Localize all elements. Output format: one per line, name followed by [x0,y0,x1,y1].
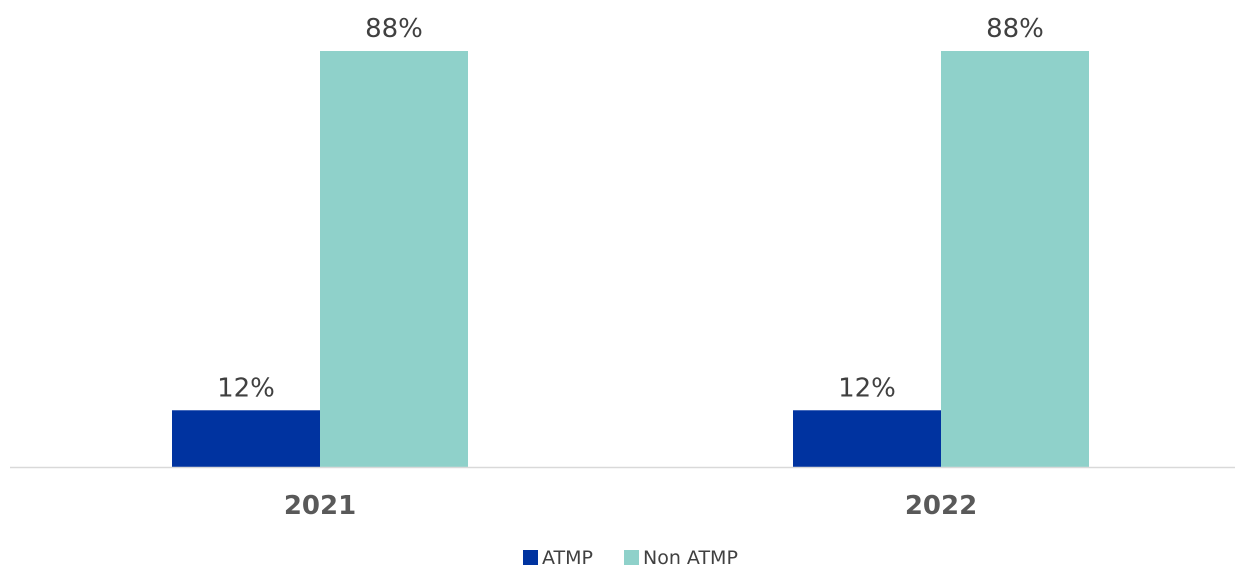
bar-2021-non-atmp [320,51,468,467]
legend-label-atmp: ATMP [542,547,593,567]
data-label-2022-atmp: 12% [838,373,896,403]
bar-2022-atmp [793,410,941,467]
x-tick-labels-layer: 2021 2022 [284,491,977,521]
data-label-2021-atmp: 12% [217,373,275,403]
x-tick-label-2021: 2021 [284,491,356,521]
data-label-2022-non-atmp: 88% [986,14,1044,44]
bar-2022-non-atmp [941,51,1089,467]
x-tick-label-2022: 2022 [905,491,977,521]
legend-swatch-non-atmp [624,550,639,565]
legend-swatch-atmp [523,550,538,565]
data-labels-layer: 12% 88% 12% 88% [217,14,1044,403]
bar-2021-atmp [172,410,320,467]
legend-label-non-atmp: Non ATMP [643,547,738,567]
data-label-2021-non-atmp: 88% [365,14,423,44]
bars-layer [172,51,1089,467]
legend: ATMP Non ATMP [523,547,738,567]
